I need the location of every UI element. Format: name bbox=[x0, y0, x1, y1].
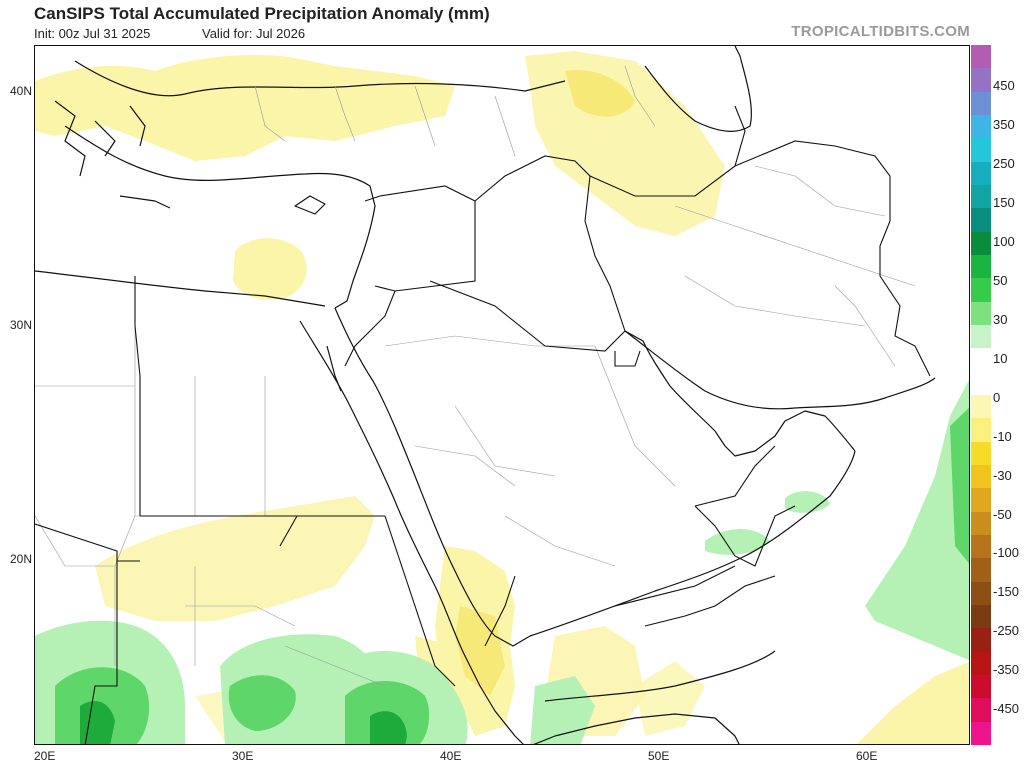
colorbar-swatch bbox=[971, 628, 991, 653]
init-time: Init: 00z Jul 31 2025 bbox=[34, 26, 151, 41]
colorbar-swatch bbox=[971, 231, 991, 256]
lon-label-40e: 40E bbox=[440, 749, 462, 763]
valid-time: Valid for: Jul 2026 bbox=[202, 26, 306, 41]
colorbar bbox=[971, 45, 991, 746]
lat-label-20n: 20N bbox=[9, 552, 32, 566]
colorbar-swatch bbox=[971, 465, 991, 489]
colorbar-tick-label: 350 bbox=[993, 117, 1015, 132]
colorbar-swatch bbox=[971, 185, 991, 209]
precipitation-map bbox=[34, 45, 970, 745]
colorbar-swatch bbox=[971, 138, 991, 163]
national-borders bbox=[35, 105, 931, 744]
map-title: CanSIPS Total Accumulated Precipitation … bbox=[34, 4, 490, 23]
colorbar-swatch bbox=[971, 698, 991, 723]
colorbar-tick-label: -350 bbox=[993, 662, 1020, 677]
colorbar-swatch bbox=[971, 651, 991, 676]
colorbar-swatch bbox=[971, 255, 991, 279]
colorbar-tick-label: -250 bbox=[993, 623, 1020, 638]
lon-label-50e: 50E bbox=[648, 749, 670, 763]
colorbar-swatch bbox=[971, 45, 991, 69]
colorbar-swatch bbox=[971, 441, 991, 466]
colorbar-swatch bbox=[971, 348, 991, 373]
colorbar-swatch bbox=[971, 325, 991, 349]
colorbar-tick-label: 10 bbox=[993, 351, 1008, 366]
colorbar-swatch bbox=[971, 301, 991, 326]
lat-label-40n: 40N bbox=[9, 84, 32, 98]
colorbar-tick-label: -100 bbox=[993, 545, 1020, 560]
colorbar-swatch bbox=[971, 605, 991, 629]
colorbar-swatch bbox=[971, 581, 991, 606]
map-canvas bbox=[35, 46, 969, 744]
colorbar-tick-label: -150 bbox=[993, 584, 1020, 599]
dry-anomaly-core bbox=[455, 70, 635, 696]
colorbar-swatch bbox=[971, 161, 991, 186]
lat-label-30n: 30N bbox=[9, 318, 32, 332]
colorbar-tick-label: 250 bbox=[993, 156, 1015, 171]
coastlines bbox=[35, 46, 936, 744]
colorbar-tick-label: 50 bbox=[993, 273, 1008, 288]
dry-anomaly-areas bbox=[35, 51, 969, 744]
colorbar-swatch bbox=[971, 511, 991, 536]
colorbar-tick-label: 100 bbox=[993, 234, 1015, 249]
colorbar-swatch bbox=[971, 558, 991, 583]
colorbar-tick-label: -10 bbox=[993, 429, 1012, 444]
colorbar-tick-label: 0 bbox=[993, 390, 1001, 405]
colorbar-tick-label: 450 bbox=[993, 78, 1015, 93]
colorbar-tick-label: -30 bbox=[993, 468, 1012, 483]
colorbar-swatch bbox=[971, 675, 991, 699]
colorbar-swatch bbox=[971, 278, 991, 303]
colorbar-swatch bbox=[971, 91, 991, 116]
colorbar-swatch bbox=[971, 115, 991, 139]
colorbar-tick-label: 30 bbox=[993, 312, 1008, 327]
colorbar-swatch bbox=[971, 371, 991, 396]
colorbar-swatch bbox=[971, 488, 991, 513]
colorbar-tick-label: 150 bbox=[993, 195, 1015, 210]
colorbar-swatch bbox=[971, 208, 991, 233]
wet-anomaly-peak bbox=[80, 701, 407, 744]
colorbar-swatch bbox=[971, 535, 991, 559]
lon-label-20e: 20E bbox=[34, 749, 56, 763]
colorbar-tick-label: -50 bbox=[993, 507, 1012, 522]
colorbar-swatch bbox=[971, 721, 991, 746]
brand-watermark: TROPICALTIDBITS.COM bbox=[791, 23, 970, 40]
colorbar-swatch bbox=[971, 395, 991, 419]
colorbar-swatch bbox=[971, 418, 991, 443]
lon-label-30e: 30E bbox=[232, 749, 254, 763]
colorbar-tick-label: -450 bbox=[993, 701, 1020, 716]
colorbar-swatch bbox=[971, 68, 991, 93]
lon-label-60e: 60E bbox=[856, 749, 878, 763]
